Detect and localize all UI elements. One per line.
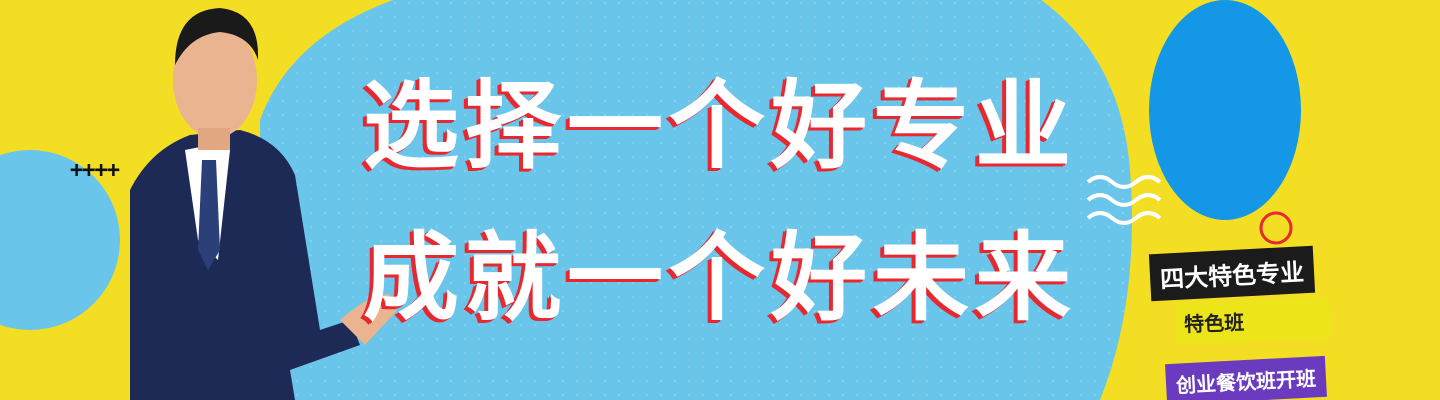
plus-marks: ++++: [70, 158, 120, 183]
hair-shape: [175, 8, 259, 65]
right-blue-circle: [1149, 0, 1301, 220]
hand-shape: [340, 294, 396, 345]
red-ring-icon: [1259, 211, 1293, 245]
presenter-figure: [130, 8, 396, 400]
tie-shape: [198, 160, 220, 270]
head-shape: [173, 22, 257, 138]
tag-catering-class[interactable]: 创业餐饮班开班: [1165, 355, 1327, 400]
suit-shape: [130, 130, 360, 400]
headline-line-1: 选择一个好专业: [363, 70, 1077, 182]
wave-lines-icon: [1086, 175, 1162, 225]
headline-line-2: 成就一个好未来: [363, 222, 1077, 334]
tag-special-class[interactable]: 特色班: [1175, 297, 1331, 344]
tag-four-majors[interactable]: 四大特色专业: [1148, 245, 1316, 302]
left-blue-circle: [0, 150, 120, 330]
